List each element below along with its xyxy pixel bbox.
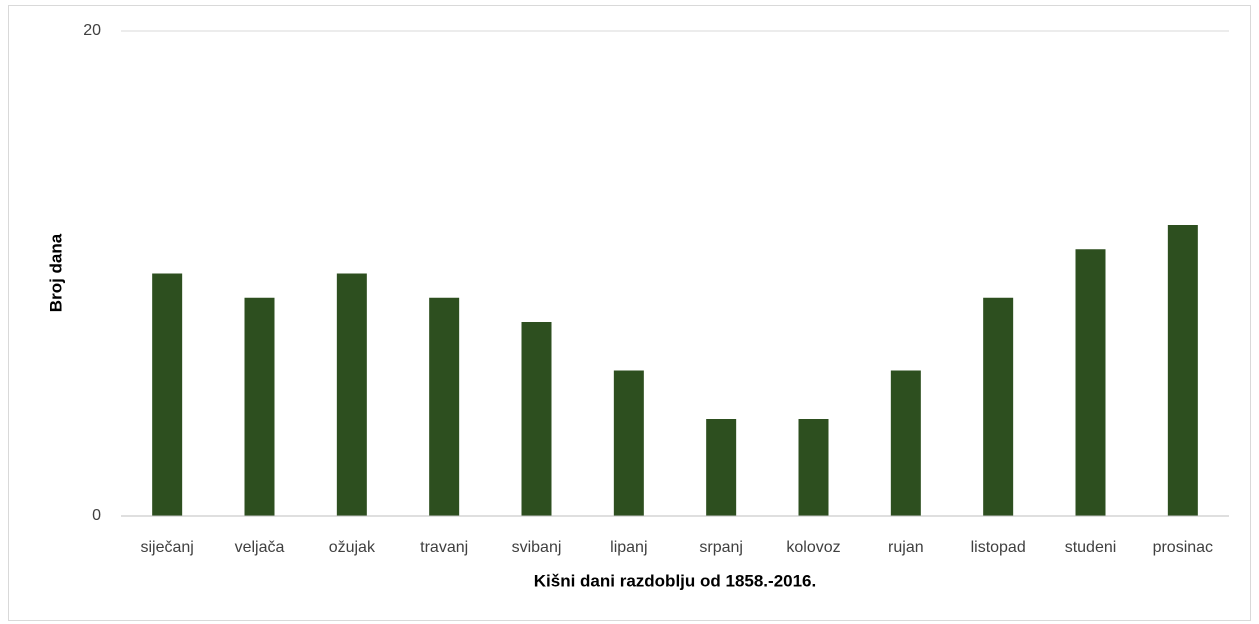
bar: [798, 419, 829, 516]
chart-border: [8, 5, 1251, 621]
x-tick-label: kolovoz: [786, 539, 840, 556]
x-tick-label: prosinac: [1153, 539, 1213, 556]
bar: [890, 370, 921, 516]
bar: [613, 370, 644, 516]
x-tick-label: studeni: [1065, 539, 1117, 556]
bar: [244, 297, 275, 516]
x-tick-label: rujan: [888, 539, 924, 556]
x-tick-label: ožujak: [329, 539, 376, 556]
bar: [1075, 249, 1106, 516]
bar: [1167, 225, 1198, 516]
x-tick-label: veljača: [235, 539, 285, 556]
bar: [152, 273, 183, 516]
x-axis-title: Kišni dani razdoblju od 1858.-2016.: [534, 571, 816, 590]
bar: [983, 297, 1014, 516]
x-tick-label: lipanj: [610, 539, 647, 556]
x-tick-label: srpanj: [699, 539, 743, 556]
x-tick-label: siječanj: [140, 539, 193, 556]
x-tick-label: svibanj: [512, 539, 562, 556]
y-tick-label: 0: [92, 507, 101, 524]
bar: [429, 297, 460, 516]
bar: [336, 273, 367, 516]
y-tick-label: 20: [83, 22, 101, 39]
x-tick-label: travanj: [420, 539, 468, 556]
bar: [706, 419, 737, 516]
y-axis-title: Broj dana: [46, 233, 65, 312]
x-tick-label: listopad: [971, 539, 1026, 556]
bar: [521, 322, 552, 516]
